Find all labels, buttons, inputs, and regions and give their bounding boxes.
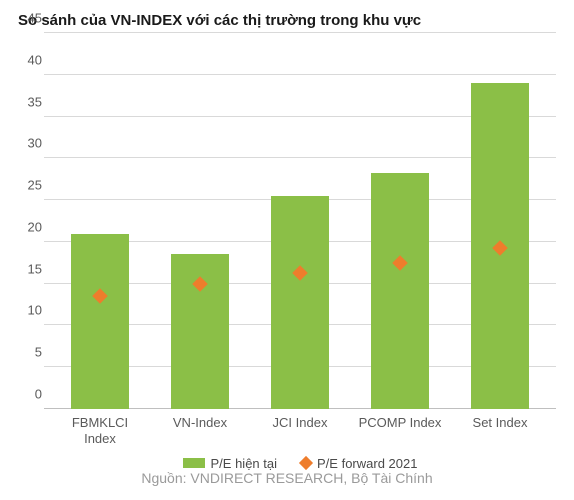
y-tick-label: 0 (18, 387, 42, 402)
y-tick-label: 25 (18, 178, 42, 193)
bar-slot (250, 33, 350, 409)
x-tick-label: VN-Index (150, 415, 250, 448)
bar-slot (450, 33, 550, 409)
x-tick-label: Set Index (450, 415, 550, 448)
y-axis: 051015202530354045 (18, 33, 42, 409)
y-tick-label: 15 (18, 261, 42, 276)
y-tick-label: 30 (18, 136, 42, 151)
y-tick-label: 5 (18, 345, 42, 360)
plot-area: 051015202530354045 (44, 33, 556, 409)
bars-layer (44, 33, 556, 409)
bar-slot (50, 33, 150, 409)
legend-item-marker: P/E forward 2021 (301, 456, 417, 471)
y-tick-label: 40 (18, 52, 42, 67)
legend-swatch-marker (299, 456, 313, 470)
bar (271, 196, 329, 409)
legend: P/E hiện tại P/E forward 2021 (44, 456, 556, 471)
chart-title: So sánh của VN-INDEX với các thị trường … (18, 12, 556, 29)
x-tick-label: FBMKLCIIndex (50, 415, 150, 448)
x-axis-labels: FBMKLCIIndexVN-IndexJCI IndexPCOMP Index… (44, 415, 556, 448)
source-text: Nguồn: VNDIRECT RESEARCH, Bộ Tài Chính (0, 470, 574, 486)
x-tick-label: PCOMP Index (350, 415, 450, 448)
legend-item-bar: P/E hiện tại (183, 456, 278, 471)
bar-slot (350, 33, 450, 409)
y-tick-label: 10 (18, 303, 42, 318)
bar (71, 234, 129, 409)
bar-slot (150, 33, 250, 409)
bar (371, 173, 429, 409)
y-tick-label: 35 (18, 94, 42, 109)
chart-container: So sánh của VN-INDEX với các thị trường … (18, 12, 556, 471)
legend-label-bar: P/E hiện tại (211, 456, 278, 471)
legend-swatch-bar (183, 458, 205, 468)
y-tick-label: 20 (18, 219, 42, 234)
legend-label-marker: P/E forward 2021 (317, 456, 417, 471)
y-tick-label: 45 (18, 11, 42, 26)
x-tick-label: JCI Index (250, 415, 350, 448)
